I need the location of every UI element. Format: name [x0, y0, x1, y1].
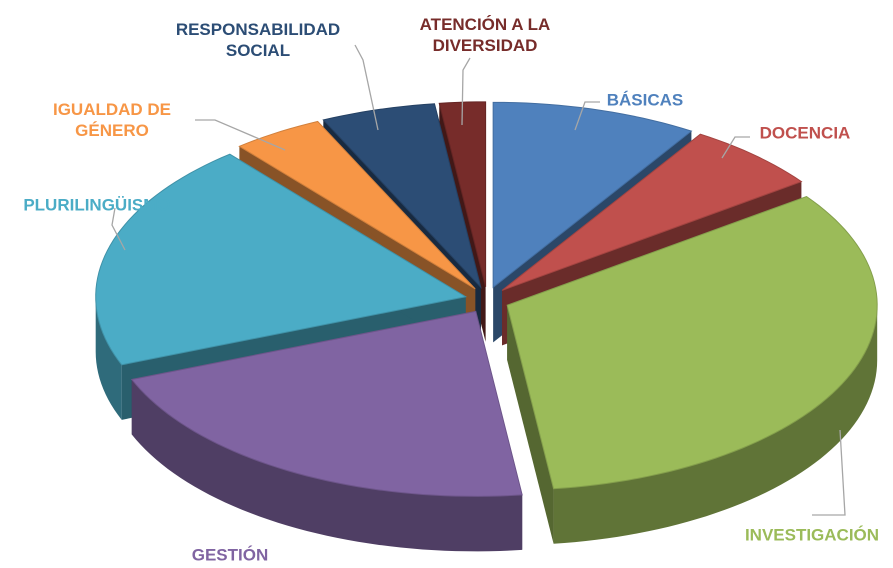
slice-label: DOCENCIA: [759, 123, 851, 143]
leader-lines: [111, 44, 846, 516]
slice-label: RESPONSABILIDAD SOCIAL: [175, 20, 341, 60]
slice-label: PLURILINGÜISMO: [23, 195, 171, 215]
slice: [506, 195, 878, 490]
slice-side: [131, 379, 523, 552]
slice-side: [507, 305, 554, 544]
slice-label: BÁSICAS: [606, 90, 684, 110]
leader-line: [812, 429, 846, 516]
leader-line: [574, 101, 600, 131]
slice: [501, 133, 803, 291]
leader-line: [111, 207, 126, 251]
slice-label: INVESTIGACIÓN: [744, 525, 880, 545]
slice: [130, 310, 523, 497]
slices: [95, 101, 878, 552]
slice: [492, 101, 693, 289]
slice-side: [95, 296, 122, 420]
slice-label: GESTIÓN: [191, 545, 269, 565]
slice-side: [553, 305, 878, 544]
slice: [238, 120, 476, 290]
leader-line: [354, 44, 379, 131]
slice: [322, 103, 482, 290]
leader-line: [195, 119, 286, 151]
leader-line: [461, 57, 471, 126]
slice: [95, 153, 468, 366]
slice-label: IGUALDAD DE GÉNERO: [52, 100, 172, 140]
leader-line: [721, 136, 750, 159]
slice-label: ATENCIÓN A LA DIVERSIDAD: [419, 15, 551, 55]
